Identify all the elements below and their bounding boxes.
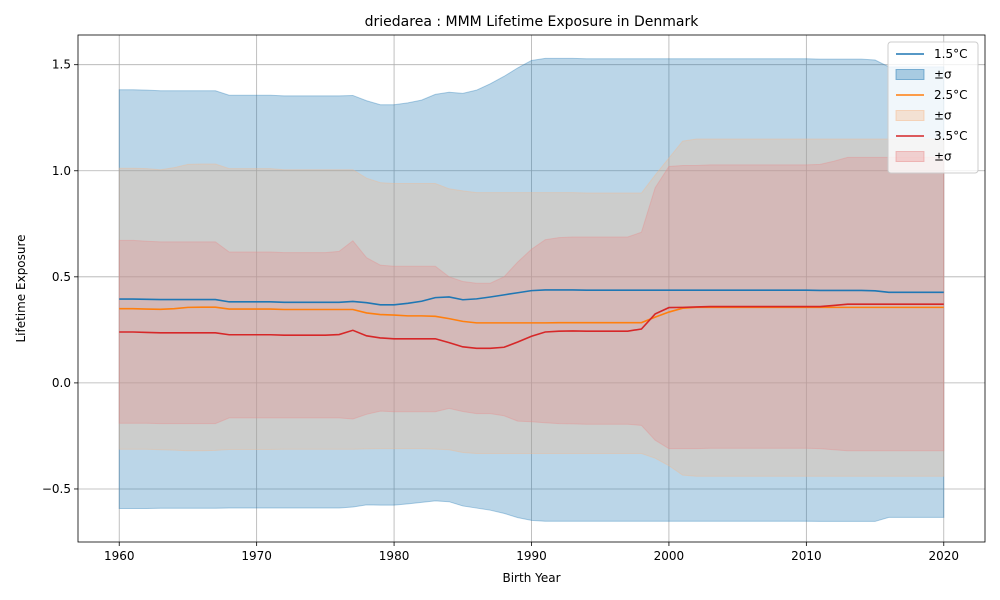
legend-band-swatch [895, 151, 925, 162]
legend-label: ±σ [934, 109, 952, 123]
mean-lines [119, 289, 944, 350]
y-tick-label: −0.5 [42, 482, 71, 496]
mean-line-2 [119, 306, 944, 324]
x-axis-label: Birth Year [502, 571, 560, 585]
y-tick-label: 0.0 [52, 376, 71, 390]
x-tick-label: 2020 [928, 549, 959, 563]
legend-band-swatch [895, 69, 925, 80]
legend-label: ±σ [934, 150, 952, 164]
sigma-band-2 [118, 138, 945, 477]
legend-label: 2.5°C [934, 88, 967, 102]
mean-line-1 [119, 289, 944, 306]
y-axis-label: Lifetime Exposure [14, 234, 28, 342]
x-axis-ticks: 1960 1970 1980 1990 2000 2010 2020 [104, 542, 959, 563]
legend-label: ±σ [934, 68, 952, 82]
x-tick-label: 1960 [104, 549, 135, 563]
y-tick-label: 1.5 [52, 58, 71, 72]
legend-label: 3.5°C [934, 129, 967, 143]
y-axis-ticks: −0.5 0.0 0.5 1.0 1.5 [42, 58, 78, 496]
legend-box [887, 41, 979, 174]
mean-line-3 [119, 303, 944, 350]
chart-title: driedarea : MMM Lifetime Exposure in Den… [365, 14, 700, 30]
legend-band-swatch [895, 110, 925, 121]
legend-label: 1.5°C [934, 47, 967, 61]
x-tick-label: 1980 [379, 549, 410, 563]
y-tick-label: 0.5 [52, 270, 71, 284]
x-tick-label: 2000 [654, 549, 685, 563]
sigma-band-3 [118, 156, 945, 452]
grid [78, 35, 985, 542]
x-tick-label: 1990 [516, 549, 547, 563]
x-tick-label: 1970 [241, 549, 272, 563]
sigma-bands [118, 57, 945, 522]
legend: 1.5°C ±σ 2.5°C ±σ 3.5°C ±σ [887, 41, 979, 174]
x-tick-label: 2010 [791, 549, 822, 563]
y-tick-label: 1.0 [52, 164, 71, 178]
